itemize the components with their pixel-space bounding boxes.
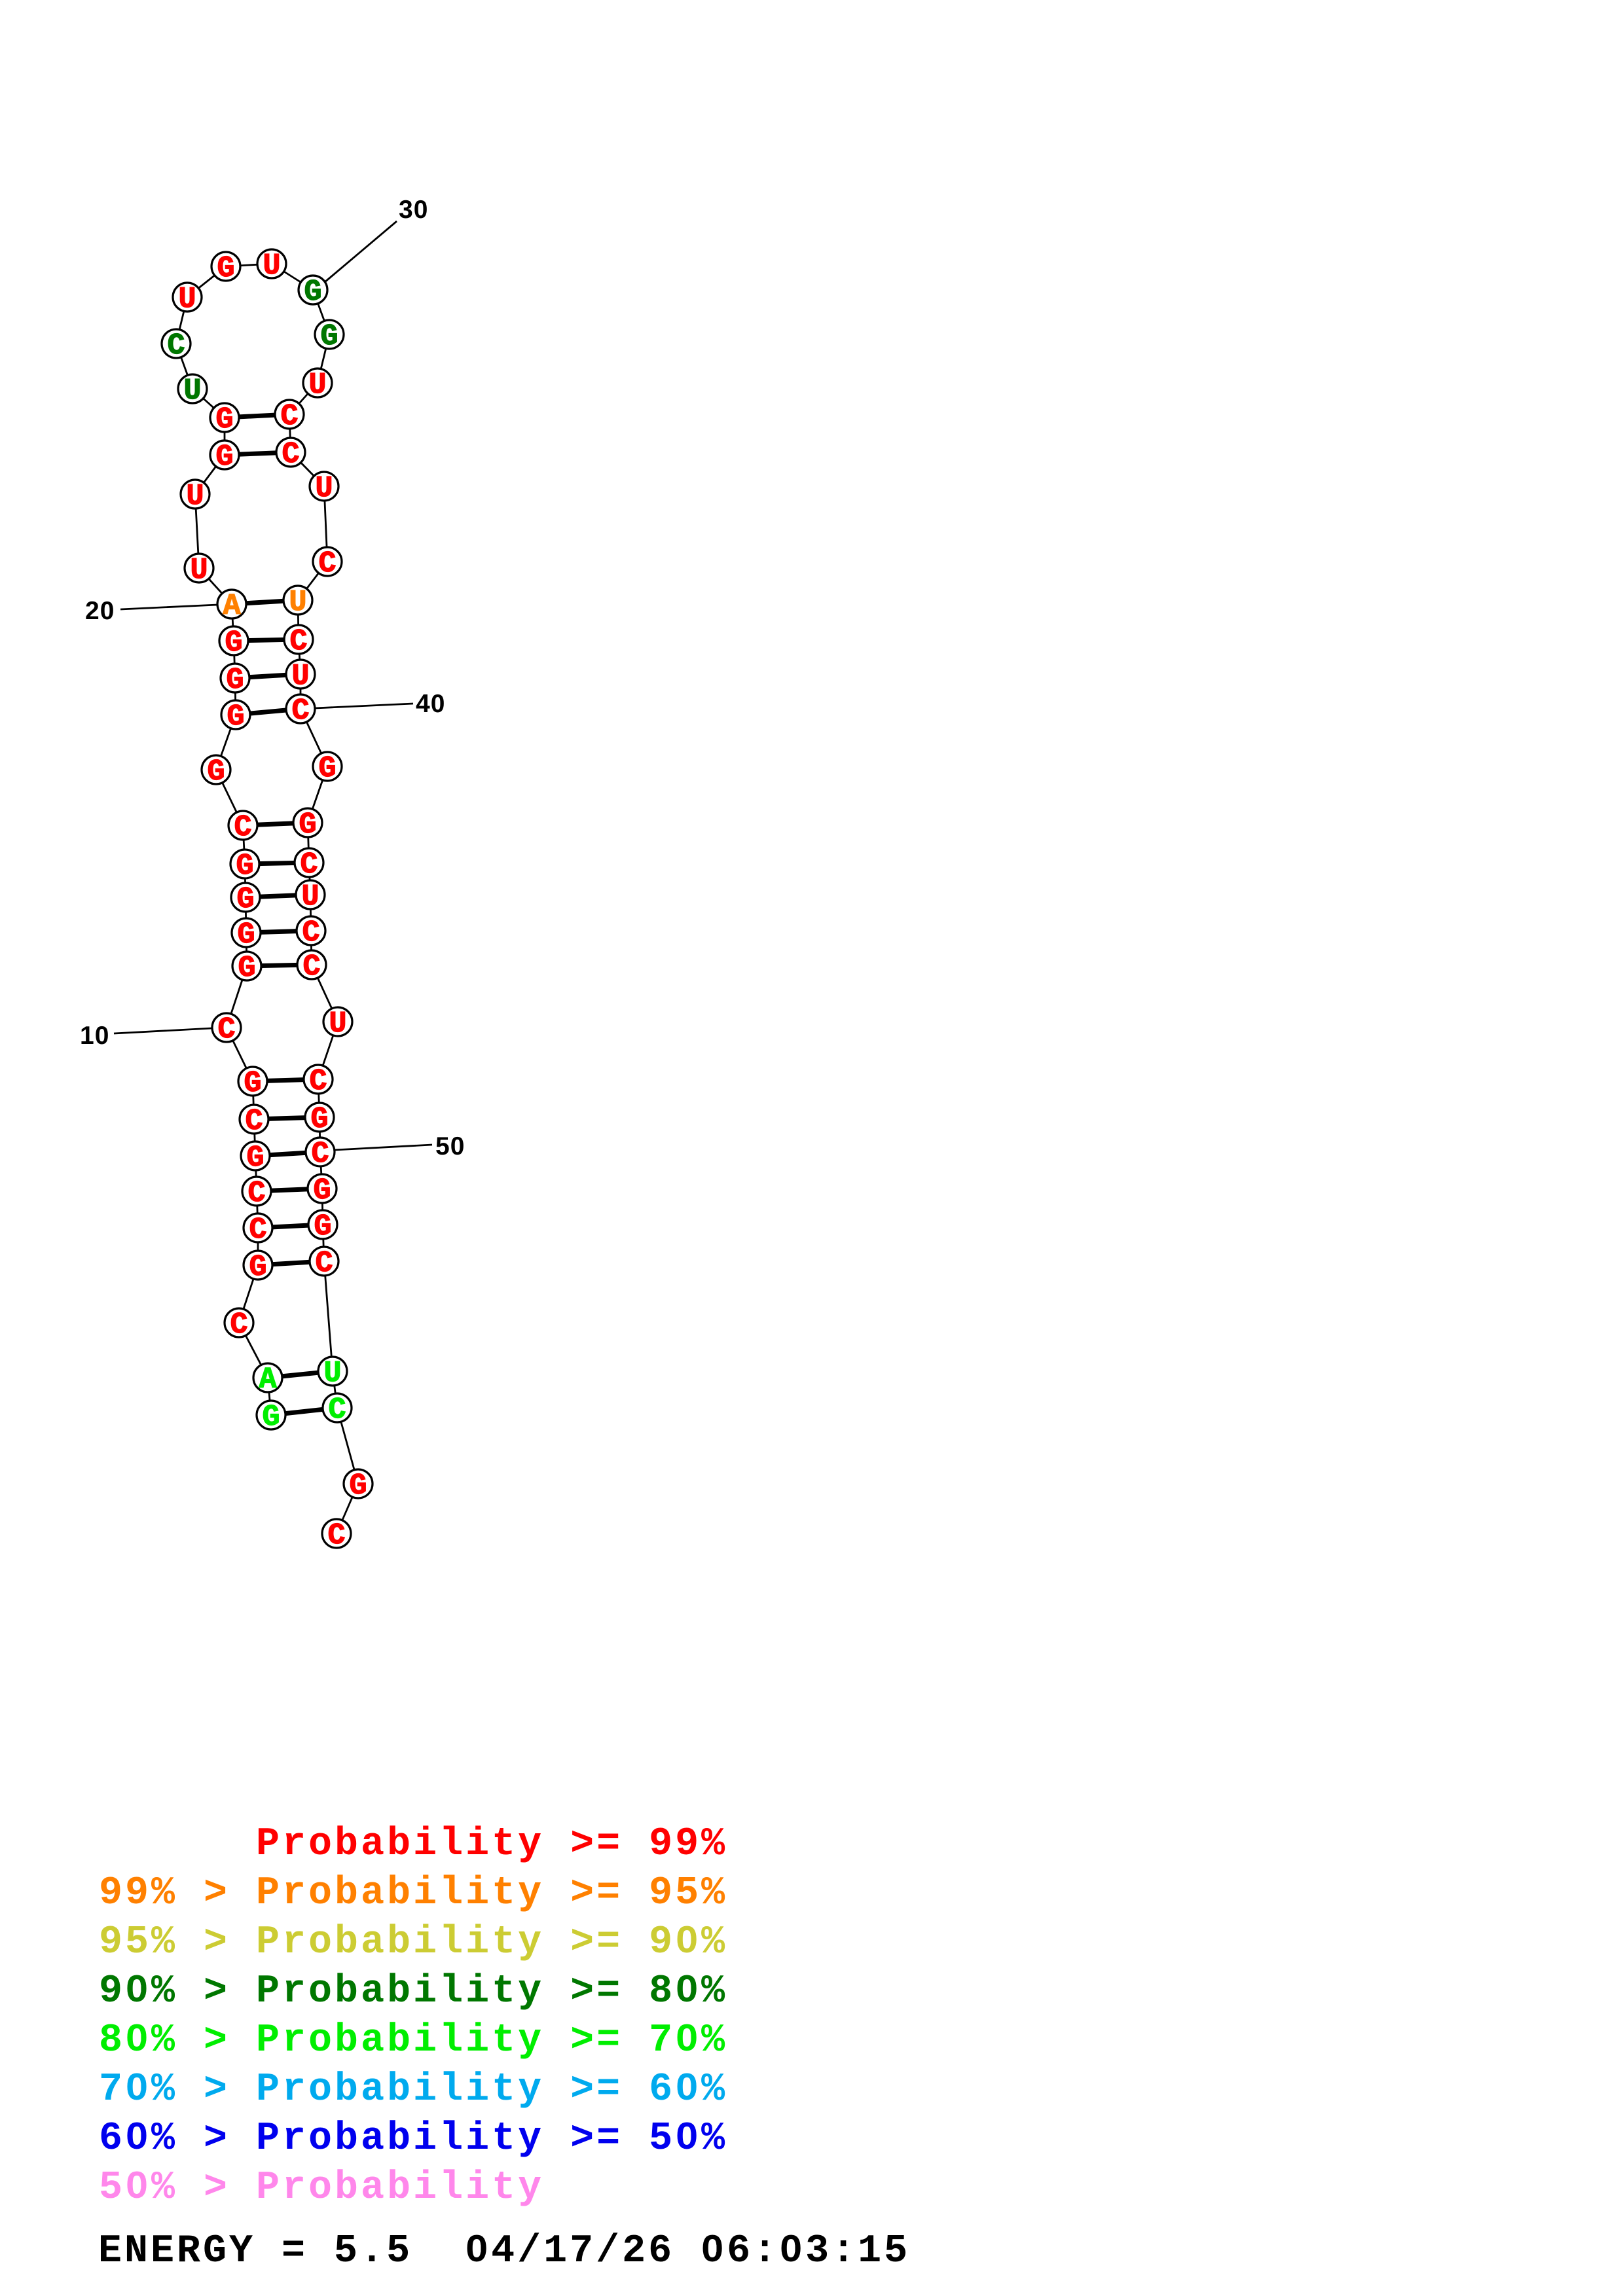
svg-text:C: C: [167, 329, 185, 363]
svg-text:U: U: [289, 586, 306, 619]
svg-text:C: C: [328, 1393, 346, 1427]
svg-text:C: C: [289, 625, 307, 658]
svg-text:U: U: [315, 472, 333, 505]
svg-text:G: G: [304, 276, 321, 309]
svg-text:C: C: [311, 1138, 329, 1171]
svg-text:C: C: [217, 1013, 235, 1047]
svg-text:C: C: [309, 1065, 327, 1098]
svg-text:G: G: [217, 252, 234, 285]
svg-text:C: C: [282, 438, 299, 471]
svg-text:G: G: [246, 1141, 264, 1175]
svg-text:G: G: [225, 626, 242, 660]
svg-text:50% > Probability: 50% > Probability: [99, 2166, 544, 2210]
svg-text:50: 50: [435, 1132, 465, 1160]
svg-text:U: U: [308, 368, 326, 402]
svg-text:G: G: [299, 808, 316, 842]
svg-text:80% > Probability >= 70%: 80% > Probability >= 70%: [99, 2018, 727, 2063]
svg-text:U: U: [263, 249, 280, 283]
svg-text:G: G: [249, 1251, 266, 1284]
svg-text:C: C: [302, 950, 320, 984]
svg-text:C: C: [327, 1519, 345, 1552]
svg-text:G: G: [226, 664, 244, 697]
svg-text:C: C: [247, 1177, 265, 1210]
svg-text:G: G: [238, 952, 255, 985]
svg-text:U: U: [291, 660, 309, 693]
svg-text:G: G: [215, 440, 233, 474]
svg-text:10: 10: [80, 1022, 109, 1050]
svg-text:C: C: [230, 1308, 247, 1342]
svg-text:G: G: [314, 1210, 331, 1244]
svg-text:C: C: [249, 1213, 266, 1247]
svg-text:70% > Probability >= 60%: 70% > Probability >= 60%: [99, 2068, 727, 2112]
svg-text:C: C: [234, 811, 251, 844]
svg-text:U: U: [323, 1357, 341, 1390]
svg-text:U: U: [186, 480, 204, 513]
svg-text:99% > Probability >= 95%: 99% > Probability >= 95%: [99, 1871, 727, 1916]
svg-text:40: 40: [416, 690, 445, 718]
svg-text:C: C: [302, 916, 319, 950]
svg-text:U: U: [178, 283, 196, 316]
svg-text:U: U: [329, 1007, 346, 1041]
svg-text:U: U: [301, 880, 319, 914]
svg-text:90% > Probability >= 80%: 90% > Probability >= 80%: [99, 1969, 727, 2014]
svg-text:G: G: [237, 918, 255, 952]
svg-text:G: G: [236, 883, 254, 916]
svg-text:C: C: [315, 1247, 333, 1280]
svg-text:G: G: [349, 1469, 367, 1503]
svg-text:Probability >= 99%: Probability >= 99%: [99, 1822, 727, 1867]
svg-text:A: A: [259, 1363, 276, 1397]
svg-text:G: G: [227, 700, 244, 734]
svg-text:G: G: [244, 1067, 261, 1100]
svg-text:U: U: [190, 554, 208, 587]
svg-text:G: G: [318, 752, 336, 785]
svg-text:ENERGY = 5.5 04/17/26 06:03:1: ENERGY = 5.5 04/17/26 06:03:15: [98, 2229, 910, 2274]
svg-text:G: G: [262, 1401, 280, 1434]
svg-text:60% > Probability >= 50%: 60% > Probability >= 50%: [99, 2117, 727, 2161]
svg-text:30: 30: [399, 196, 428, 224]
svg-text:C: C: [300, 848, 318, 882]
svg-text:C: C: [318, 547, 336, 581]
svg-text:C: C: [280, 400, 298, 433]
svg-text:G: G: [310, 1103, 328, 1136]
svg-text:G: G: [320, 320, 338, 353]
svg-text:G: G: [207, 755, 225, 789]
svg-text:C: C: [291, 694, 309, 728]
svg-text:A: A: [223, 590, 240, 623]
svg-text:95% > Probability >= 90%: 95% > Probability >= 90%: [99, 1920, 727, 1965]
svg-text:C: C: [245, 1105, 263, 1138]
svg-text:G: G: [215, 403, 233, 437]
svg-text:20: 20: [85, 597, 115, 625]
svg-text:G: G: [313, 1174, 331, 1208]
svg-text:U: U: [183, 374, 201, 408]
svg-text:G: G: [236, 850, 253, 883]
